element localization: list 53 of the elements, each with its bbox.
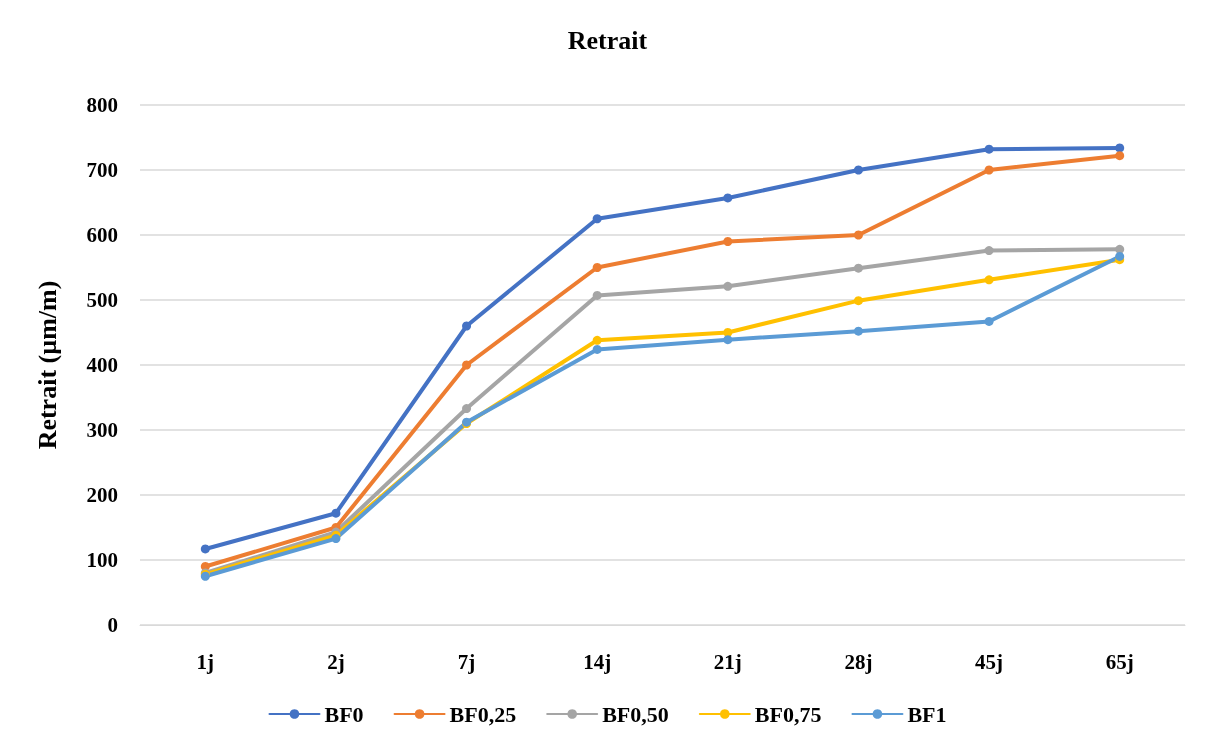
point [853, 230, 863, 240]
point [331, 534, 341, 544]
point [723, 237, 733, 246]
y-tick-label: 0 [107, 613, 118, 637]
point [984, 144, 994, 154]
point [592, 344, 602, 354]
legend-label: BF0,25 [449, 701, 517, 727]
y-tick-label: 200 [86, 483, 118, 507]
legend-label: BF0,50 [602, 701, 669, 727]
point [723, 328, 733, 337]
point [984, 246, 994, 256]
point [462, 321, 472, 331]
y-tick-label: 800 [86, 93, 118, 117]
point [723, 335, 733, 345]
y-tick-label: 300 [86, 418, 118, 442]
x-tick-label: 45j [975, 649, 1004, 674]
x-tick-label: 7j [457, 649, 476, 674]
legend-label: BF1 [907, 701, 947, 727]
x-tick-label: 28j [844, 649, 873, 674]
point [1115, 151, 1125, 161]
point [331, 508, 341, 518]
y-axis-title: Retrait (µm/m) [32, 280, 62, 450]
point [853, 165, 863, 175]
point [592, 214, 602, 224]
x-tick-label: 21j [713, 649, 742, 674]
x-tick-label: 65j [1105, 649, 1134, 674]
point [984, 275, 994, 285]
point [853, 326, 863, 336]
point [853, 296, 863, 306]
x-tick-label: 14j [583, 649, 612, 674]
point [462, 404, 472, 414]
y-tick-label: 100 [86, 548, 118, 572]
y-tick-label: 600 [86, 223, 118, 247]
point [723, 281, 733, 291]
point [200, 544, 210, 554]
legend-label: BF0 [324, 701, 364, 727]
point [592, 290, 602, 300]
y-tick-label: 700 [86, 158, 118, 182]
point [462, 360, 472, 370]
point [592, 335, 602, 345]
point [592, 263, 602, 272]
x-tick-label: 2j [327, 649, 345, 674]
y-tick-label: 400 [86, 353, 118, 377]
chart-title: Retrait [567, 25, 648, 55]
point [984, 316, 994, 326]
legend-label: BF0,75 [754, 701, 822, 727]
point [853, 263, 863, 273]
x-tick-label: 1j [196, 649, 215, 674]
point [1115, 251, 1125, 261]
point [984, 165, 994, 175]
point [1115, 143, 1125, 153]
point [723, 193, 733, 203]
y-tick-label: 500 [86, 288, 118, 312]
